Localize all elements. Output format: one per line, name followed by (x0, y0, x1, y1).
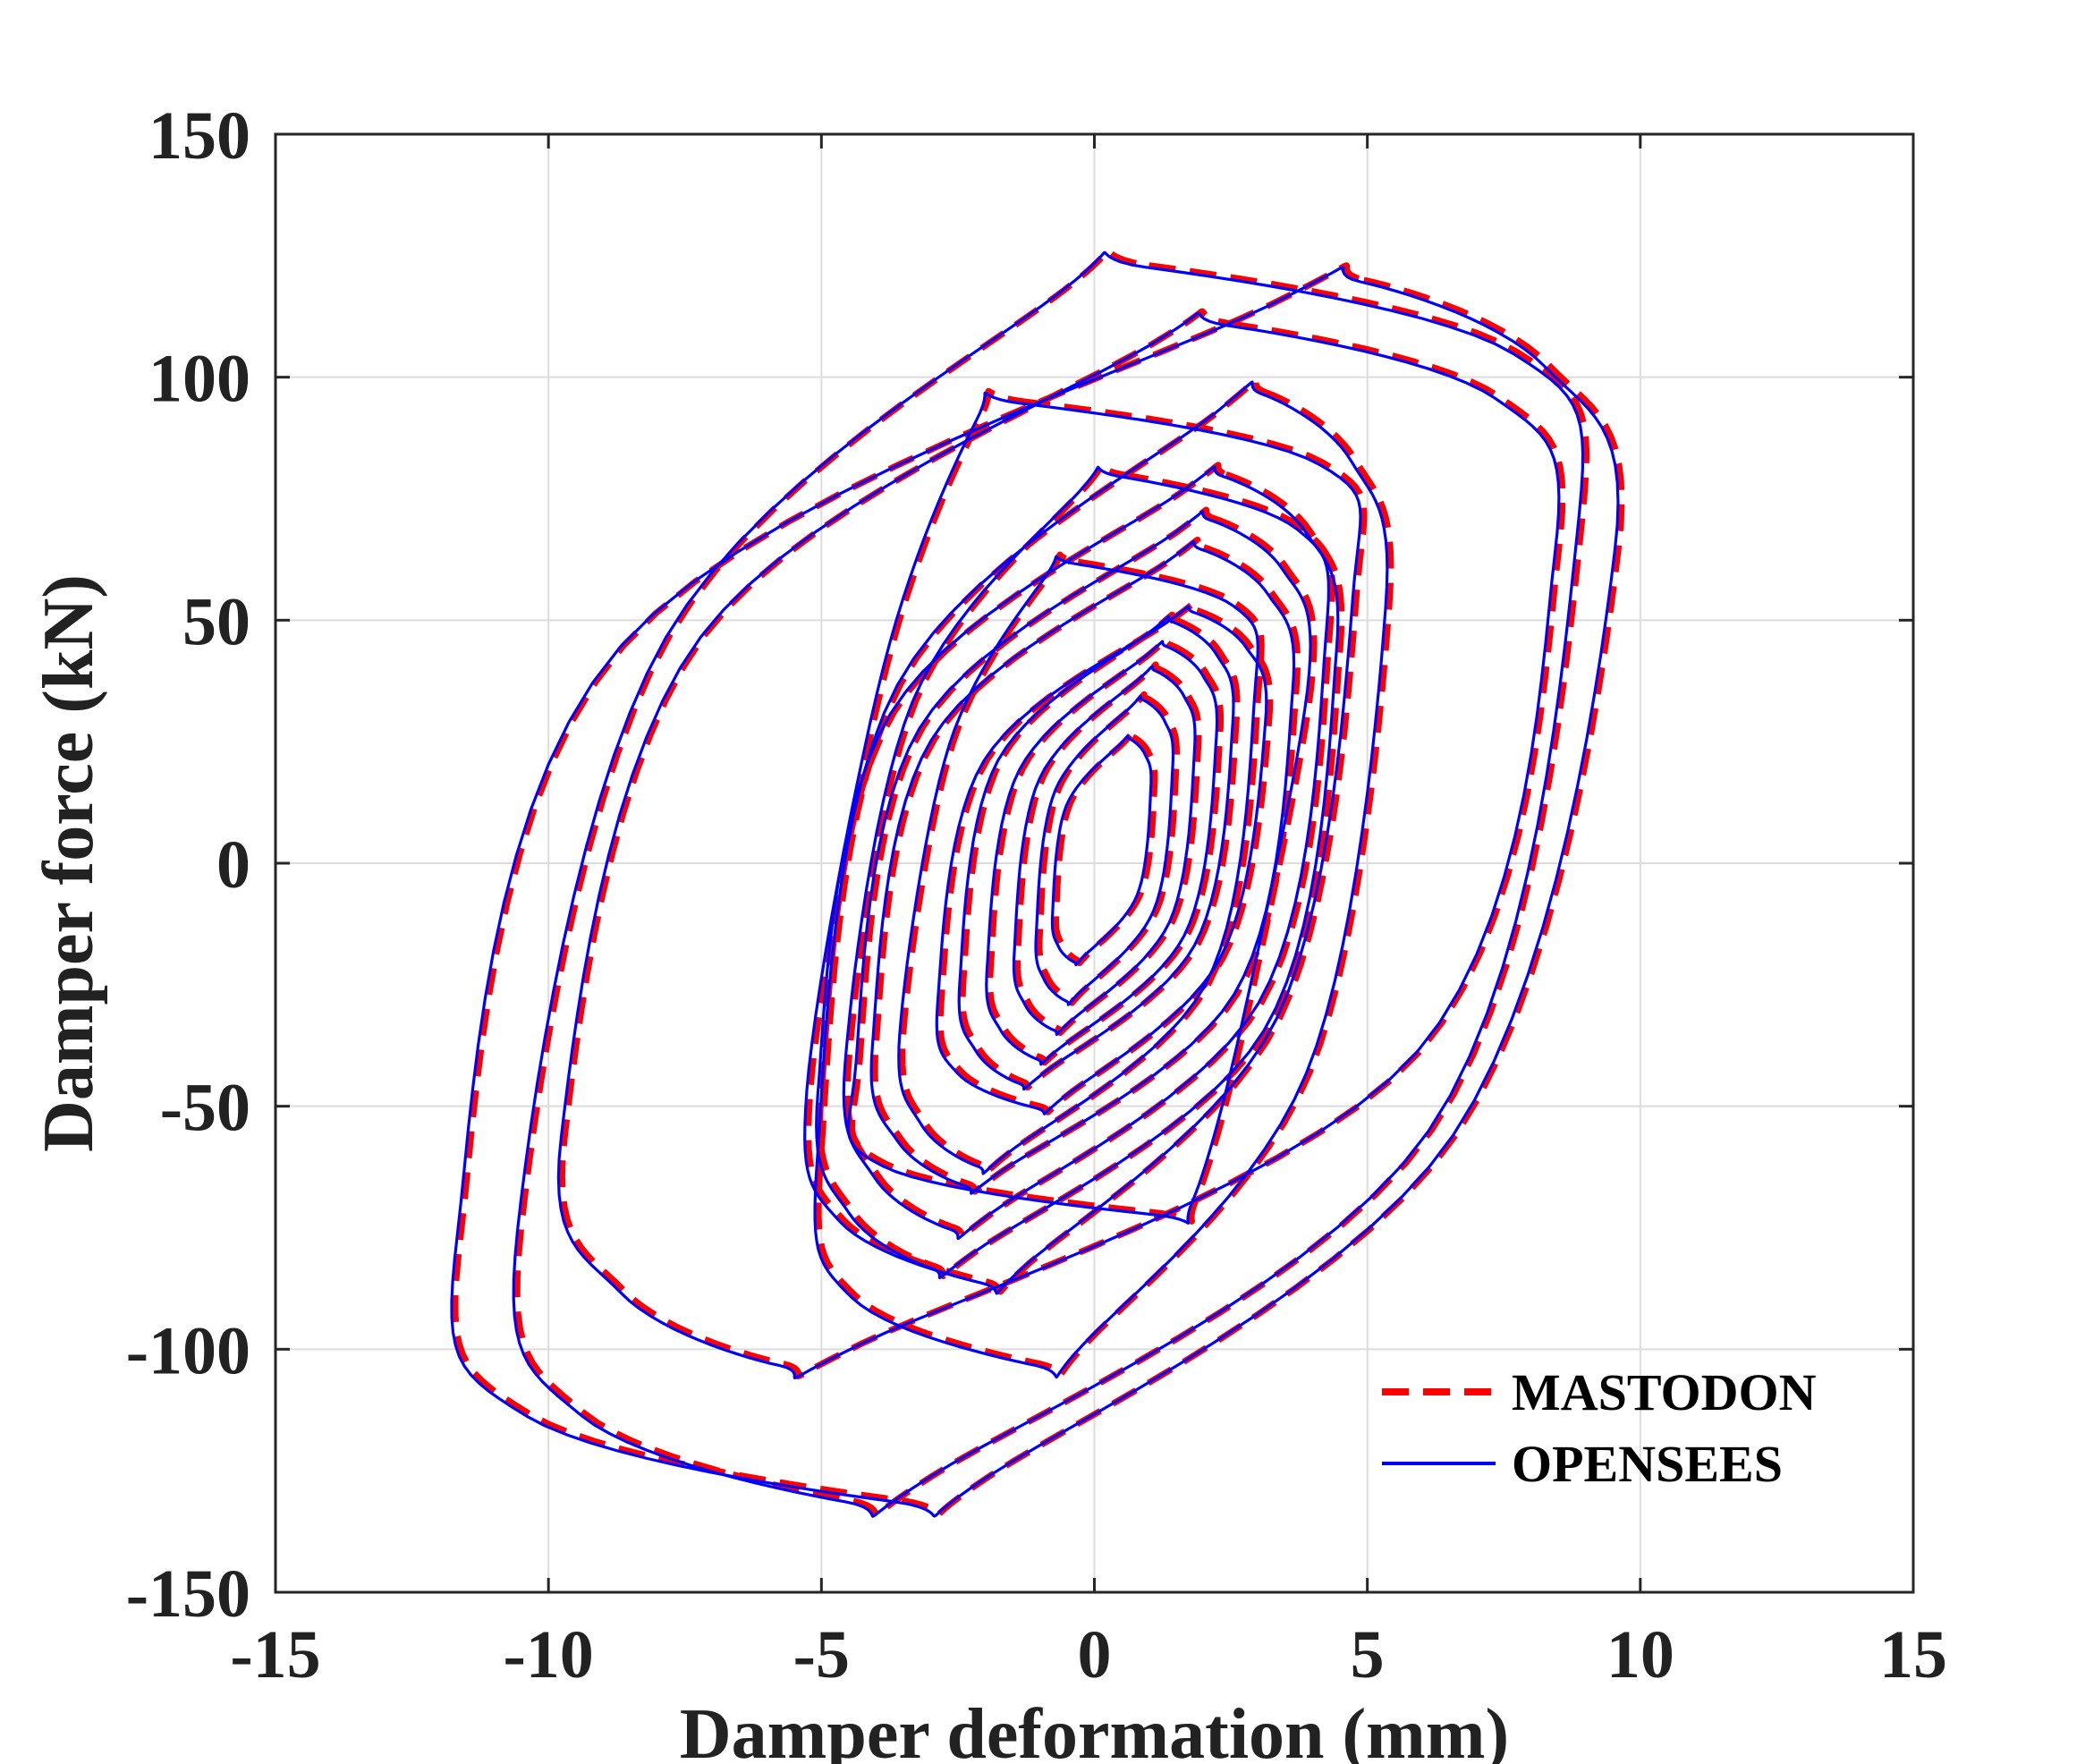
series-opensees (450, 250, 1620, 1518)
opensees-loop (1034, 694, 1175, 1006)
x-tick-label: -15 (230, 1617, 320, 1692)
legend-label-mastodon: MASTODON (1512, 1363, 1817, 1421)
opensees-loop (985, 640, 1219, 1066)
opensees-loop (1050, 734, 1153, 967)
x-tick-label: 10 (1606, 1617, 1674, 1692)
opensees-loop (957, 615, 1235, 1091)
opensees-loop (450, 266, 1620, 1518)
x-axis-label: Damper deformation (mm) (680, 1695, 1509, 1764)
opensees-loop (556, 311, 1561, 1379)
mastodon-loop (987, 636, 1225, 1066)
mastodon-loop (959, 611, 1241, 1091)
y-tick-label: -100 (126, 1313, 250, 1388)
opensees-loop (935, 605, 1268, 1115)
mastodon-loop (899, 551, 1265, 1175)
mastodon-loop (843, 462, 1335, 1240)
opensees-loop (869, 539, 1296, 1195)
mastodon-loop (1036, 691, 1180, 1006)
y-tick-label: 150 (148, 98, 250, 174)
y-tick-label: -50 (160, 1071, 250, 1146)
mastodon-loop (1053, 731, 1158, 967)
y-tick-label: 50 (182, 584, 250, 659)
x-tick-label: 15 (1879, 1617, 1947, 1692)
x-tick-label: -10 (504, 1617, 594, 1692)
opensees-loop (803, 391, 1362, 1295)
x-tick-label: 0 (1078, 1617, 1112, 1692)
y-tick-label: 0 (216, 827, 250, 903)
mastodon-loop (805, 387, 1368, 1295)
opensees-loop (1012, 665, 1197, 1037)
opensees-loop (512, 250, 1585, 1518)
plot-area (450, 247, 1625, 1518)
y-axis-label: Damper force (kN) (30, 574, 108, 1152)
opensees-loop (815, 465, 1340, 1280)
mastodon-loop (871, 536, 1301, 1195)
legend: MASTODON OPENSEES (1382, 1363, 1817, 1493)
y-tick-label: -150 (126, 1556, 250, 1632)
x-tick-label: 5 (1351, 1617, 1385, 1692)
opensees-loop (897, 555, 1259, 1175)
y-tick-label: 100 (148, 342, 250, 417)
legend-label-opensees: OPENSEES (1512, 1435, 1783, 1493)
x-tick-label: -5 (793, 1617, 850, 1692)
opensees-loop (842, 465, 1330, 1241)
opensees-loop (813, 380, 1389, 1379)
